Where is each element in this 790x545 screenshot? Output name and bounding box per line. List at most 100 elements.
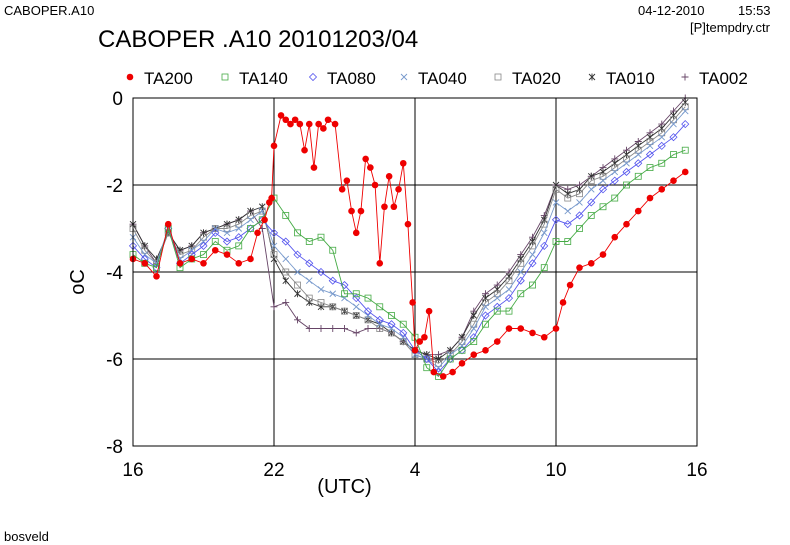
data-point — [305, 238, 313, 245]
data-point — [282, 298, 290, 306]
data-point — [200, 229, 207, 237]
data-point — [153, 264, 160, 272]
chart-title: CABOPER .A10 20101203/04 — [98, 26, 419, 53]
data-point — [634, 172, 642, 180]
data-point — [493, 290, 501, 298]
data-point — [364, 312, 372, 319]
data-point — [517, 268, 525, 276]
data-point — [623, 151, 630, 159]
data-point — [529, 281, 536, 289]
data-point — [599, 177, 607, 184]
data-point — [529, 238, 536, 246]
data-point — [223, 225, 231, 232]
data-point — [294, 229, 301, 237]
data-point — [598, 185, 608, 194]
data-point — [446, 351, 454, 358]
data-point — [362, 155, 369, 163]
data-point — [381, 203, 388, 211]
data-point — [516, 276, 525, 285]
data-point — [200, 251, 207, 259]
time-label: 15:53 — [738, 3, 771, 18]
data-point — [517, 255, 525, 263]
data-point — [247, 212, 254, 219]
data-point — [482, 303, 489, 311]
data-point — [317, 299, 325, 306]
data-point — [141, 260, 149, 267]
legend-marker — [588, 73, 596, 81]
x-tick-label: 16 — [122, 460, 143, 481]
axis-ticks: 16 22 4 10 16 0 -2 -4 -6 -8 — [106, 89, 707, 481]
data-point — [540, 264, 548, 272]
data-point — [404, 220, 412, 228]
data-point — [376, 260, 384, 267]
data-point — [164, 220, 172, 228]
legend-label: TA200 — [144, 69, 193, 88]
data-point — [599, 172, 607, 180]
data-point — [247, 255, 254, 263]
y-tick-label: -2 — [106, 176, 123, 197]
series-ta200 — [129, 112, 689, 380]
data-point — [587, 172, 595, 180]
legend-item-ta040: TA040 — [400, 69, 467, 88]
data-point — [261, 216, 268, 224]
data-point — [587, 198, 596, 207]
data-point — [199, 241, 208, 250]
data-point — [575, 211, 584, 220]
legend-label: TA080 — [327, 69, 376, 88]
series-line — [132, 149, 686, 378]
data-point — [559, 299, 567, 306]
data-point — [371, 181, 379, 189]
data-point — [564, 238, 572, 245]
data-point — [611, 233, 619, 241]
data-point — [258, 207, 266, 215]
data-point — [364, 294, 372, 302]
data-point — [235, 220, 243, 228]
data-point — [576, 264, 583, 271]
legend-marker — [308, 72, 318, 82]
data-point — [517, 259, 525, 267]
data-point — [458, 346, 466, 354]
data-point — [164, 224, 173, 233]
data-point — [390, 203, 398, 211]
legend-label: TA020 — [512, 69, 561, 88]
data-point — [435, 355, 442, 363]
data-point — [211, 238, 219, 245]
data-point — [493, 294, 501, 302]
data-point — [282, 255, 290, 263]
data-point — [270, 251, 278, 259]
data-point — [341, 294, 348, 302]
series-layer — [128, 94, 690, 380]
data-point — [176, 260, 184, 267]
data-point — [611, 194, 619, 202]
data-point — [670, 151, 677, 158]
data-point — [399, 320, 407, 328]
data-point — [315, 120, 322, 128]
series-line — [132, 101, 686, 360]
data-point — [529, 242, 536, 250]
data-point — [153, 273, 160, 280]
data-point — [247, 207, 254, 215]
data-point — [505, 277, 513, 285]
data-point — [425, 307, 433, 315]
data-point — [223, 229, 231, 237]
data-point — [623, 220, 630, 228]
data-point — [270, 142, 278, 150]
data-point — [564, 194, 572, 202]
data-point — [566, 281, 574, 289]
data-point — [352, 312, 360, 319]
data-point — [282, 268, 290, 276]
data-point — [235, 216, 243, 224]
x-tick-label: 4 — [410, 460, 421, 481]
data-point — [540, 333, 548, 341]
data-point — [388, 329, 395, 337]
data-point — [504, 294, 514, 303]
data-point — [623, 159, 630, 167]
data-point — [316, 267, 326, 277]
data-point — [422, 354, 431, 364]
data-point — [235, 260, 243, 267]
data-point — [235, 242, 243, 250]
data-point — [681, 98, 689, 106]
data-point — [517, 325, 525, 332]
data-point — [211, 225, 219, 232]
legend-marker — [494, 73, 502, 81]
